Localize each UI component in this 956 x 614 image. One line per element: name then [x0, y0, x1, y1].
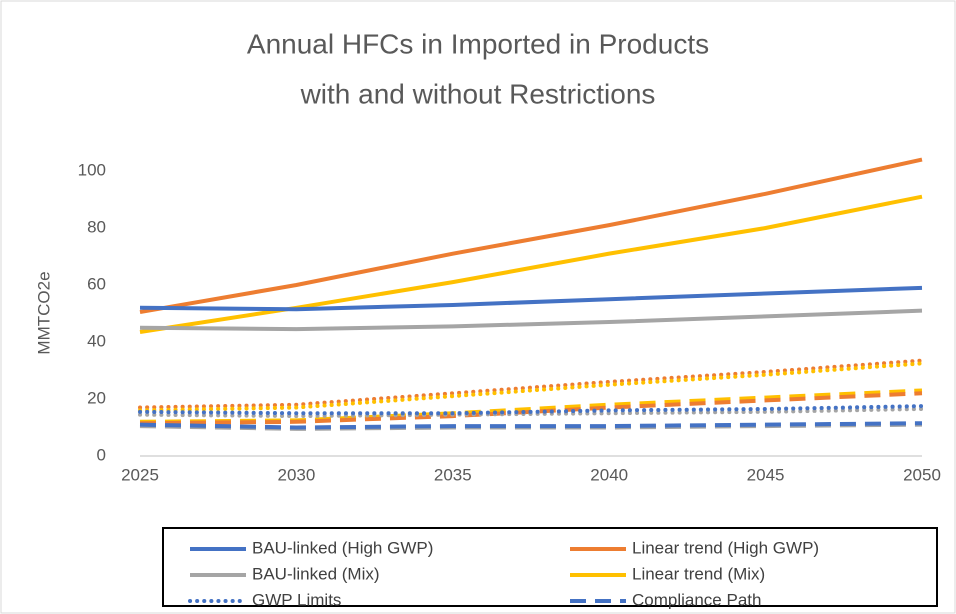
y-tick-label: 80 [87, 217, 106, 236]
y-tick-label: 60 [87, 274, 106, 293]
x-tick-label: 2050 [903, 465, 941, 484]
legend-label: Compliance Path [632, 590, 761, 609]
series-line [139, 285, 923, 312]
y-tick-label: 100 [78, 160, 106, 179]
x-tick-label: 2025 [121, 465, 159, 484]
y-axis-label: MMTCO2e [34, 271, 53, 354]
legend-label: BAU-linked (Mix) [252, 564, 380, 583]
chart-title: with and without Restrictions [300, 78, 656, 109]
series-line [139, 157, 923, 315]
series-line [139, 308, 923, 332]
y-tick-label: 40 [87, 331, 106, 350]
x-tick-label: 2030 [277, 465, 315, 484]
y-tick-label: 0 [97, 445, 106, 464]
x-tick-label: 2040 [590, 465, 628, 484]
legend-label: Linear trend (Mix) [632, 564, 765, 583]
series-line [138, 361, 924, 413]
series-line [138, 406, 924, 419]
legend-label: BAU-linked (High GWP) [252, 538, 433, 557]
chart-title: Annual HFCs in Imported in Products [247, 28, 709, 59]
legend-box [162, 527, 938, 607]
legend-label: Linear trend (High GWP) [632, 538, 819, 557]
x-tick-label: 2045 [747, 465, 785, 484]
x-tick-label: 2035 [434, 465, 472, 484]
series-line [139, 194, 923, 335]
series-line [138, 404, 924, 416]
legend-label: GWP Limits [252, 590, 341, 609]
series-line [138, 358, 924, 410]
series-line [139, 421, 923, 430]
series-line [139, 391, 923, 426]
y-tick-label: 20 [87, 388, 106, 407]
